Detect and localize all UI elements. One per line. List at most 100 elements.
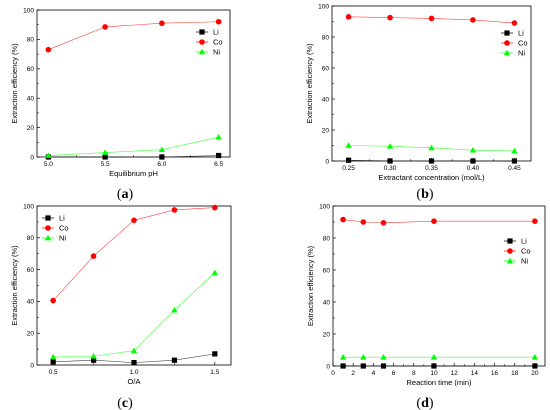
- data-point-ni: [211, 269, 219, 276]
- data-point-co: [45, 46, 52, 53]
- data-point-ni: [531, 354, 539, 360]
- legend-label-co: Co: [521, 247, 531, 256]
- data-point-li: [387, 158, 393, 164]
- data-point-li: [102, 154, 108, 160]
- x-tick-label: 16: [491, 370, 499, 377]
- y-tick-label: 20: [322, 127, 330, 134]
- y-tick-label: 80: [27, 37, 35, 44]
- data-point-ni: [45, 152, 52, 158]
- y-tick-label: 40: [27, 96, 35, 103]
- y-tick-label: 20: [323, 331, 331, 338]
- data-point-ni: [360, 354, 367, 360]
- legend-label-li: Li: [213, 28, 219, 37]
- y-tick-label: 20: [27, 125, 35, 132]
- x-tick-label: 2: [351, 370, 355, 377]
- y-tick-label: 0: [325, 158, 329, 165]
- series-line-co: [343, 219, 535, 224]
- legend-marker-li: [45, 215, 51, 221]
- y-tick-label: 100: [319, 203, 330, 210]
- legend-label-ni: Ni: [518, 49, 525, 58]
- legend-marker-li: [507, 238, 513, 244]
- legend-label-ni: Ni: [213, 48, 220, 57]
- data-point-ni: [130, 347, 138, 354]
- legend-marker-li: [199, 29, 205, 35]
- x-tick-label: 0.30: [384, 165, 397, 172]
- data-point-li: [431, 363, 437, 369]
- y-tick-label: 80: [323, 235, 331, 242]
- y-tick-label: 40: [27, 299, 35, 306]
- data-point-ni: [101, 149, 109, 155]
- x-tick-label: 6.5: [214, 161, 223, 168]
- legend-marker-li: [504, 30, 510, 36]
- y-tick-label: 60: [27, 267, 35, 274]
- data-point-li: [380, 363, 387, 369]
- y-tick-label: 100: [23, 203, 34, 210]
- data-point-co: [90, 253, 97, 259]
- y-tick-label: 0: [30, 362, 34, 369]
- x-tick-label: 6.0: [157, 161, 166, 168]
- data-point-co: [380, 220, 387, 226]
- data-point-co: [428, 15, 435, 22]
- data-point-ni: [49, 353, 57, 360]
- series-li: [345, 157, 518, 164]
- series-co: [45, 18, 222, 53]
- data-point-ni: [171, 306, 178, 313]
- y-tick-label: 100: [318, 3, 329, 10]
- data-point-li: [532, 363, 538, 369]
- data-point-li: [511, 158, 518, 164]
- data-point-li: [90, 357, 97, 363]
- data-point-co: [345, 14, 352, 20]
- data-point-li: [470, 158, 476, 164]
- y-tick-label: 60: [27, 66, 35, 73]
- x-axis-label: O/A: [128, 377, 141, 386]
- x-tick-label: 0.25: [342, 165, 355, 172]
- x-tick-label: 0.35: [425, 165, 438, 172]
- x-tick-label: 18: [511, 370, 519, 377]
- x-axis-label: Equilibrium pH: [109, 169, 158, 178]
- y-tick-label: 0: [30, 154, 34, 161]
- data-point-ni: [339, 354, 347, 360]
- panel-4: 0 20 40 60 80 100 0 2 4 6 8 10 12 14 16 18 20 Reaction ti…: [306, 203, 546, 410]
- x-tick-label: 1.0: [129, 369, 138, 376]
- panel-label: (a): [117, 187, 134, 202]
- data-point-li: [131, 360, 137, 366]
- series-line-ni: [53, 272, 216, 358]
- data-point-co: [387, 14, 393, 21]
- y-axis-label: Extraction efficiency (%): [10, 245, 19, 326]
- legend-marker-ni: [44, 234, 52, 241]
- data-point-li: [171, 357, 178, 363]
- y-tick-label: 60: [323, 267, 331, 274]
- plot-frame: [331, 5, 532, 162]
- data-point-co: [431, 218, 437, 224]
- panel-3: 0 20 40 60 80 100 0.5 1.0 1.5 O/A Extraction effic…: [10, 203, 232, 410]
- x-axis-label: Extractant concentration (mol/L): [378, 173, 485, 182]
- x-tick-label: 4: [372, 370, 376, 377]
- data-point-li: [360, 363, 366, 369]
- data-point-co: [171, 207, 178, 213]
- data-point-co: [212, 204, 218, 211]
- data-point-ni: [386, 143, 394, 149]
- data-point-co: [102, 24, 108, 30]
- legend-marker-co: [507, 248, 513, 254]
- series-co: [345, 14, 518, 26]
- series-co: [50, 204, 218, 304]
- x-tick-label: 20: [531, 370, 539, 377]
- data-point-ni: [511, 147, 518, 154]
- y-tick-label: 80: [322, 34, 330, 41]
- y-tick-label: 20: [27, 331, 35, 338]
- data-point-li: [216, 152, 222, 159]
- x-tick-label: 8: [412, 370, 416, 377]
- data-point-co: [532, 218, 538, 224]
- legend-marker-ni: [198, 48, 206, 55]
- series-co: [340, 216, 538, 226]
- data-point-li: [428, 158, 435, 164]
- legend-label-li: Li: [518, 29, 524, 38]
- legend-marker-ni: [506, 257, 514, 264]
- data-point-co: [159, 20, 165, 27]
- y-tick-label: 80: [27, 235, 35, 242]
- data-point-co: [470, 17, 476, 23]
- data-point-ni: [380, 354, 387, 360]
